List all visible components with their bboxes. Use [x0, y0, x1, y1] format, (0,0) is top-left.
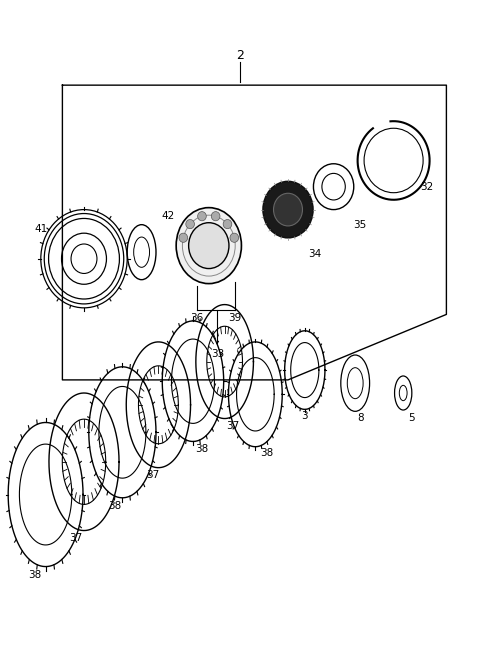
Text: 32: 32 [420, 181, 434, 192]
Text: 37: 37 [146, 470, 159, 480]
Text: 37: 37 [226, 421, 240, 431]
Text: 33: 33 [211, 348, 224, 359]
Ellipse shape [223, 219, 232, 229]
Text: 38: 38 [195, 443, 208, 454]
Text: 8: 8 [358, 413, 364, 423]
Text: 5: 5 [408, 413, 415, 423]
Text: 36: 36 [190, 312, 204, 323]
Ellipse shape [186, 219, 194, 229]
Text: 42: 42 [161, 211, 175, 221]
Text: 38: 38 [28, 570, 41, 580]
Ellipse shape [198, 212, 206, 221]
Text: 39: 39 [228, 312, 242, 323]
Text: 2: 2 [236, 49, 244, 62]
Text: 38: 38 [108, 500, 122, 511]
Ellipse shape [176, 208, 241, 284]
Text: 34: 34 [308, 249, 321, 259]
Text: 35: 35 [353, 219, 367, 230]
Ellipse shape [189, 223, 229, 269]
Ellipse shape [230, 233, 239, 242]
Text: 38: 38 [260, 448, 273, 458]
Text: 41: 41 [34, 224, 48, 234]
Text: 37: 37 [69, 533, 83, 544]
Ellipse shape [274, 193, 302, 226]
Ellipse shape [179, 233, 188, 242]
Ellipse shape [263, 181, 313, 238]
Text: 3: 3 [301, 411, 308, 421]
Ellipse shape [211, 212, 220, 221]
